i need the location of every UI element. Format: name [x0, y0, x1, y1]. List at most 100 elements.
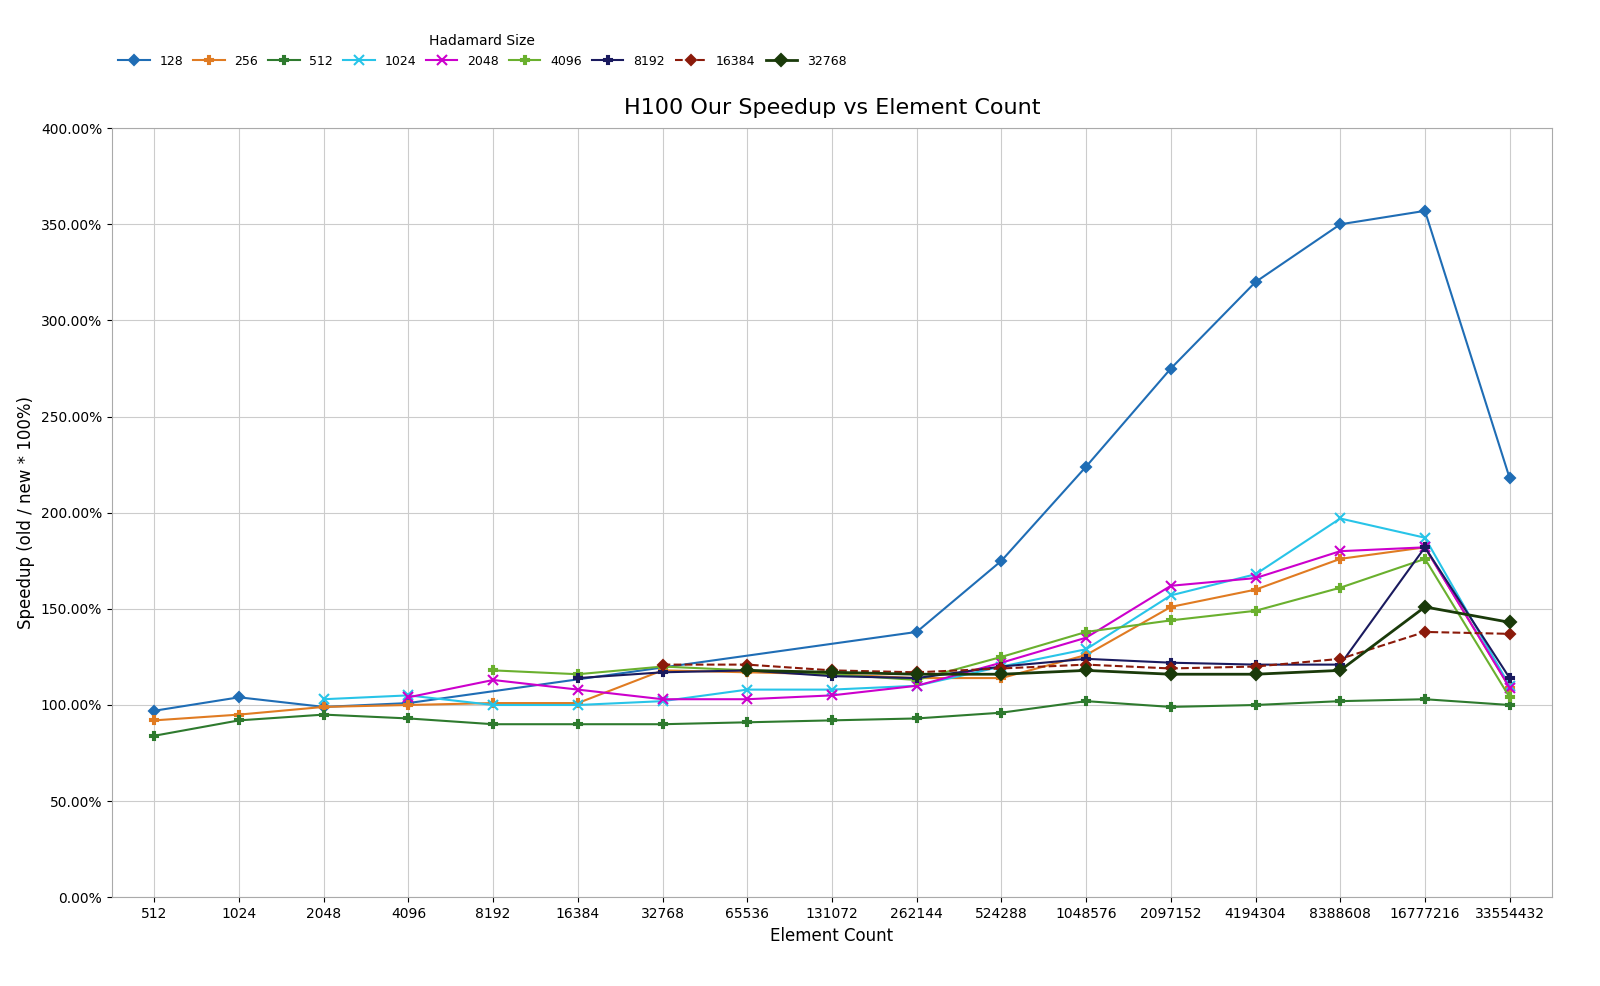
128: [1331, 218, 1350, 230]
4096: [738, 665, 757, 676]
128: [1416, 205, 1435, 217]
8192: [738, 665, 757, 676]
2048: [822, 689, 842, 701]
Line: 4096: 4096: [490, 555, 1514, 701]
16384: [653, 659, 672, 670]
2048: [398, 691, 418, 703]
1024: [483, 699, 502, 711]
1024: [992, 661, 1011, 672]
1024: [314, 693, 333, 705]
512: [398, 713, 418, 725]
256: [229, 709, 248, 721]
2048: [1162, 580, 1181, 592]
Line: 256: 256: [150, 543, 1514, 725]
8192: [568, 672, 587, 684]
16384: [907, 667, 926, 678]
512: [1331, 695, 1350, 707]
4096: [1246, 604, 1266, 616]
1024: [907, 680, 926, 692]
128: [907, 626, 926, 638]
512: [1501, 699, 1520, 711]
1024: [1246, 568, 1266, 580]
Line: 2048: 2048: [403, 542, 1515, 704]
256: [738, 667, 757, 678]
512: [1077, 695, 1096, 707]
128: [992, 555, 1011, 567]
256: [653, 665, 672, 676]
Line: 16384: 16384: [659, 628, 1514, 675]
16384: [738, 659, 757, 670]
256: [1077, 649, 1096, 661]
512: [992, 707, 1011, 719]
Line: 1024: 1024: [318, 514, 1515, 710]
8192: [992, 661, 1011, 672]
4096: [1331, 582, 1350, 594]
256: [1501, 681, 1520, 693]
8192: [1162, 657, 1181, 669]
4096: [992, 651, 1011, 663]
128: [1501, 472, 1520, 484]
1024: [398, 689, 418, 701]
32768: [1501, 616, 1520, 628]
1024: [653, 695, 672, 707]
128: [144, 705, 163, 717]
4096: [822, 669, 842, 680]
2048: [1246, 572, 1266, 584]
Line: 512: 512: [150, 695, 1514, 740]
512: [314, 709, 333, 721]
1024: [1077, 643, 1096, 655]
1024: [1331, 513, 1350, 525]
4096: [568, 669, 587, 680]
512: [1416, 693, 1435, 705]
X-axis label: Element Count: Element Count: [771, 927, 893, 945]
Legend: 128, 256, 512, 1024, 2048, 4096, 8192, 16384, 32768: 128, 256, 512, 1024, 2048, 4096, 8192, 1…: [118, 35, 846, 68]
256: [907, 672, 926, 684]
256: [144, 715, 163, 727]
512: [653, 718, 672, 730]
1024: [568, 699, 587, 711]
16384: [1077, 659, 1096, 670]
128: [1077, 460, 1096, 472]
Line: 128: 128: [150, 207, 1514, 714]
4096: [653, 661, 672, 672]
256: [1416, 541, 1435, 553]
512: [738, 717, 757, 729]
32768: [1077, 665, 1096, 676]
128: [1162, 363, 1181, 375]
1024: [1416, 531, 1435, 543]
4096: [1162, 614, 1181, 626]
32768: [1246, 669, 1266, 680]
256: [822, 669, 842, 680]
2048: [992, 657, 1011, 669]
Line: 32768: 32768: [742, 602, 1514, 678]
512: [1162, 701, 1181, 713]
2048: [738, 693, 757, 705]
Line: 8192: 8192: [574, 543, 1514, 682]
1024: [738, 683, 757, 695]
128: [229, 691, 248, 703]
32768: [822, 667, 842, 678]
32768: [1162, 669, 1181, 680]
256: [1331, 553, 1350, 565]
256: [398, 699, 418, 711]
512: [229, 715, 248, 727]
8192: [653, 667, 672, 678]
16384: [1501, 628, 1520, 640]
4096: [1416, 553, 1435, 565]
512: [144, 730, 163, 741]
256: [568, 697, 587, 709]
Title: H100 Our Speedup vs Element Count: H100 Our Speedup vs Element Count: [624, 99, 1040, 118]
256: [992, 672, 1011, 684]
1024: [822, 683, 842, 695]
32768: [907, 669, 926, 680]
2048: [1331, 545, 1350, 557]
8192: [1416, 541, 1435, 553]
2048: [568, 683, 587, 695]
8192: [1077, 653, 1096, 665]
128: [314, 701, 333, 713]
8192: [1246, 659, 1266, 670]
1024: [1501, 680, 1520, 692]
4096: [907, 674, 926, 686]
512: [1246, 699, 1266, 711]
32768: [992, 669, 1011, 680]
